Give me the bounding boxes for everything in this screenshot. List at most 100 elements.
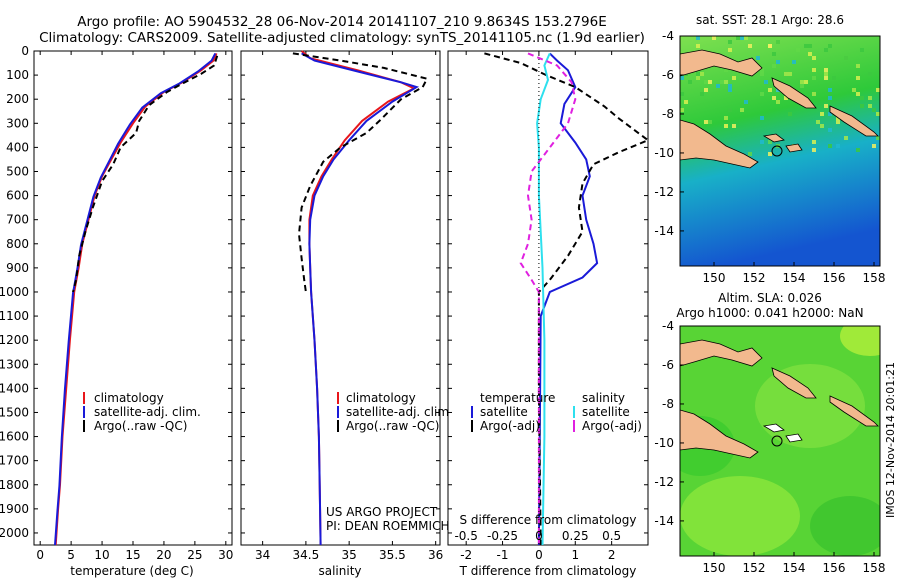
sst-pixel (828, 128, 832, 132)
sla-map-panel: Altim. SLA: 0.026 Argo h1000: 0.041 h200… (654, 291, 886, 575)
sst-pixel (768, 88, 772, 92)
map-y-tick-label: -6 (662, 358, 674, 372)
sst-pixel (852, 88, 856, 92)
sst-map-panel: sat. SST: 28.1 Argo: 28.6 150 152 154 156 15… (654, 13, 885, 285)
sst-pixel (812, 92, 816, 96)
sst-pixel (776, 60, 780, 64)
sst-pixel (836, 120, 840, 124)
sst-pixel (724, 68, 728, 72)
sst-pixel (828, 144, 832, 148)
sst-pixel (768, 44, 772, 48)
t-difference-label: T difference from climatology (459, 564, 637, 578)
sst-pixel (716, 84, 720, 88)
legend-salinity-header: salinity (582, 391, 625, 405)
sst-pixel (684, 100, 688, 104)
series-line-satellite-adj-clim (301, 52, 420, 546)
sla-blob (680, 476, 800, 556)
legend-clim-label: climatology (346, 391, 416, 405)
s-tick-label: 0.5 (602, 529, 621, 543)
x-tick-label: 30 (218, 548, 233, 562)
sst-pixel (860, 48, 864, 52)
sst-pixel (772, 48, 776, 52)
sst-pixel (820, 112, 824, 116)
s-tick-label: -0.25 (487, 529, 518, 543)
sst-pixel (768, 152, 772, 156)
legend-t-argo-label: Argo(-adj) (480, 419, 540, 433)
x-tick-label: 20 (156, 548, 171, 562)
sst-pixel (812, 148, 816, 152)
s-tick-label: 0.25 (562, 529, 589, 543)
sst-pixel (768, 140, 772, 144)
sst-pixel (772, 96, 776, 100)
sst-pixel (872, 108, 876, 112)
salinity-plot-frame (240, 50, 441, 546)
sst-coast-new-britain (680, 49, 763, 77)
x-tick-label: 34.5 (293, 548, 320, 562)
sst-pixel (844, 56, 848, 60)
sst-pixel (800, 80, 804, 84)
sst-pixel (744, 36, 748, 40)
sst-pixel (748, 44, 752, 48)
sst-coast-islands (762, 133, 803, 153)
sst-pixel (712, 36, 716, 40)
sst-pixel (796, 48, 800, 52)
sla-blob (810, 496, 880, 556)
map-x-tick-label: 150 (703, 561, 726, 575)
map-y-tick-label: -12 (654, 475, 674, 489)
sst-pixel (728, 108, 732, 112)
sst-map-area (680, 36, 880, 266)
difference-panel: -2 -1 0 1 2 temperature salinity satellite A… (447, 50, 651, 578)
y-tick-label: 1400 (0, 381, 29, 395)
sst-pixel (772, 64, 776, 68)
legend-t-sat-label: satellite (480, 405, 528, 419)
sst-pixel (756, 56, 760, 60)
sst-pixel (816, 120, 820, 124)
sla-map-title-line2: Argo h1000: 0.041 h2000: NaN (676, 306, 863, 320)
sst-pixel (868, 72, 872, 76)
sst-pixel (760, 140, 764, 144)
title-line2: Climatology: CARS2009. Satellite-adjuste… (39, 30, 645, 46)
sst-pixel (688, 80, 692, 84)
sst-pixel (704, 120, 708, 124)
legend-s-sat-label: satellite (582, 405, 630, 419)
map-y-tick-label: -8 (662, 107, 674, 121)
sst-pixel (728, 88, 732, 92)
temperature-xlabel: temperature (deg C) (70, 564, 193, 578)
map-x-tick-label: 154 (783, 271, 806, 285)
x-tick-label: 2 (608, 548, 616, 562)
sst-map-frame (679, 35, 881, 267)
sst-pixel (812, 68, 816, 72)
map-x-tick-label: 158 (863, 561, 886, 575)
legend-clim-label: climatology (94, 391, 164, 405)
sla-coast-solomons-1 (771, 367, 817, 399)
sst-pixel (728, 40, 732, 44)
y-tick-label: 1700 (0, 454, 29, 468)
x-tick-label: 15 (125, 548, 140, 562)
x-tick-label: 0 (36, 548, 44, 562)
sst-pixel (812, 76, 816, 80)
sla-coast-solomons-2 (829, 395, 879, 427)
sla-argo-location (771, 435, 783, 447)
y-tick-label: 0 (21, 44, 29, 58)
x-tick-label: 35.5 (379, 548, 406, 562)
sst-pixel (724, 80, 728, 84)
legend-sat-label: satellite-adj. clim. (94, 405, 201, 419)
y-tick-label: 300 (6, 116, 29, 130)
sst-pixel (776, 40, 780, 44)
sst-pixel (760, 72, 764, 76)
sst-pixel (680, 108, 684, 112)
series-line-t-satellite (537, 52, 599, 546)
sla-map-area (680, 326, 880, 556)
sst-pixel (700, 72, 704, 76)
sst-argo-location (771, 145, 783, 157)
title-line1: Argo profile: AO 5904532_28 06-Nov-2014 … (77, 14, 607, 30)
sst-pixel (876, 112, 880, 116)
sla-map-frame (679, 325, 881, 557)
x-tick-label: 0 (535, 548, 543, 562)
map-x-tick-label: 152 (743, 561, 766, 575)
x-tick-label: 36 (428, 548, 443, 562)
y-tick-label: 200 (6, 92, 29, 106)
sst-pixel (728, 84, 732, 88)
y-tick-label: 1000 (0, 285, 29, 299)
sst-pixel (700, 92, 704, 96)
